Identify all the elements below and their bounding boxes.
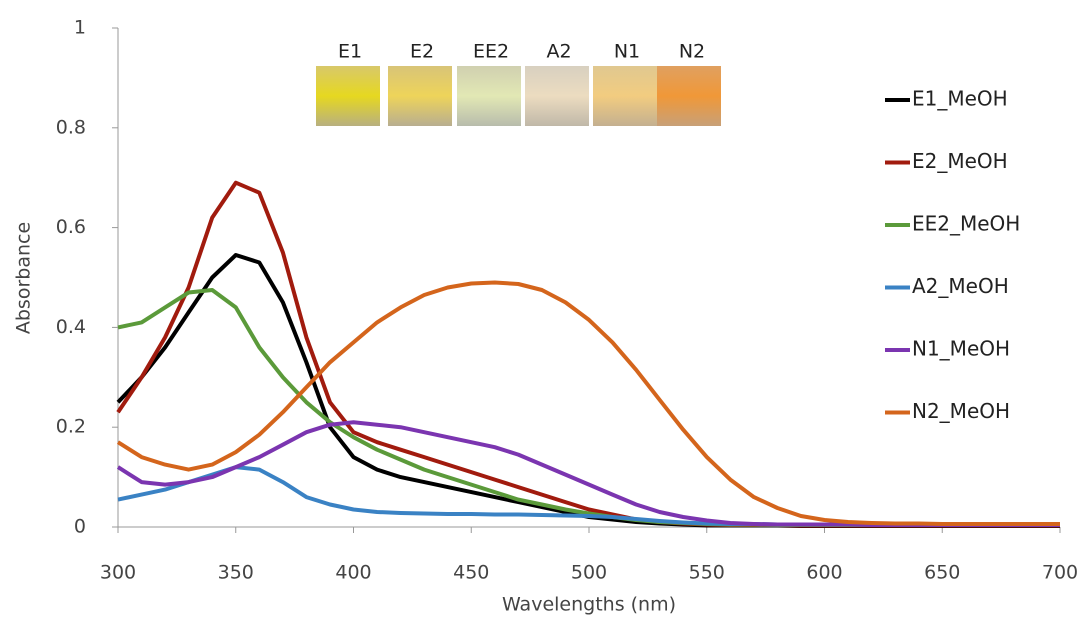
vial-label: N2 (679, 41, 705, 63)
legend-label: E1_MeOH (912, 87, 1008, 111)
y-tick-label: 0.6 (56, 216, 86, 238)
x-tick-label: 500 (571, 562, 607, 584)
x-tick-label: 650 (924, 562, 960, 584)
vial (657, 66, 721, 126)
legend-label: A2_MeOH (912, 274, 1009, 298)
y-axis-title: Absorbance (13, 222, 35, 334)
y-tick-label: 1 (74, 17, 86, 39)
vial (525, 66, 589, 126)
legend-label: EE2_MeOH (912, 212, 1020, 236)
x-tick-label: 550 (689, 562, 725, 584)
series-line (118, 467, 1060, 524)
x-tick-label: 700 (1042, 562, 1078, 584)
legend-label: N1_MeOH (912, 337, 1010, 361)
x-tick-label: 400 (335, 562, 371, 584)
x-tick-label: 300 (100, 562, 136, 584)
x-axis-title: Wavelengths (nm) (502, 594, 676, 616)
chart: E1 E2 EE2 A2 N1 N2 Absorbance Wavelength… (0, 0, 1082, 619)
vial-label: E1 (338, 41, 362, 63)
y-tick-label: 0 (74, 516, 86, 538)
vial-label: EE2 (473, 41, 509, 63)
x-tick-label: 450 (453, 562, 489, 584)
y-tick-label: 0.4 (56, 316, 86, 338)
y-tick-label: 0.2 (56, 416, 86, 438)
vials: E1 E2 EE2 A2 N1 N2 (316, 41, 721, 127)
vial (388, 66, 452, 126)
vial (593, 66, 657, 126)
vial (316, 66, 380, 126)
x-tick-label: 350 (218, 562, 254, 584)
y-tick-label: 0.8 (56, 116, 86, 138)
vial (457, 66, 521, 126)
vial-label: N1 (614, 41, 640, 63)
legend-label: E2_MeOH (912, 149, 1008, 173)
vial-label: E2 (410, 41, 434, 63)
vial-label: A2 (546, 41, 571, 63)
x-tick-label: 600 (806, 562, 842, 584)
legend-label: N2_MeOH (912, 399, 1010, 423)
